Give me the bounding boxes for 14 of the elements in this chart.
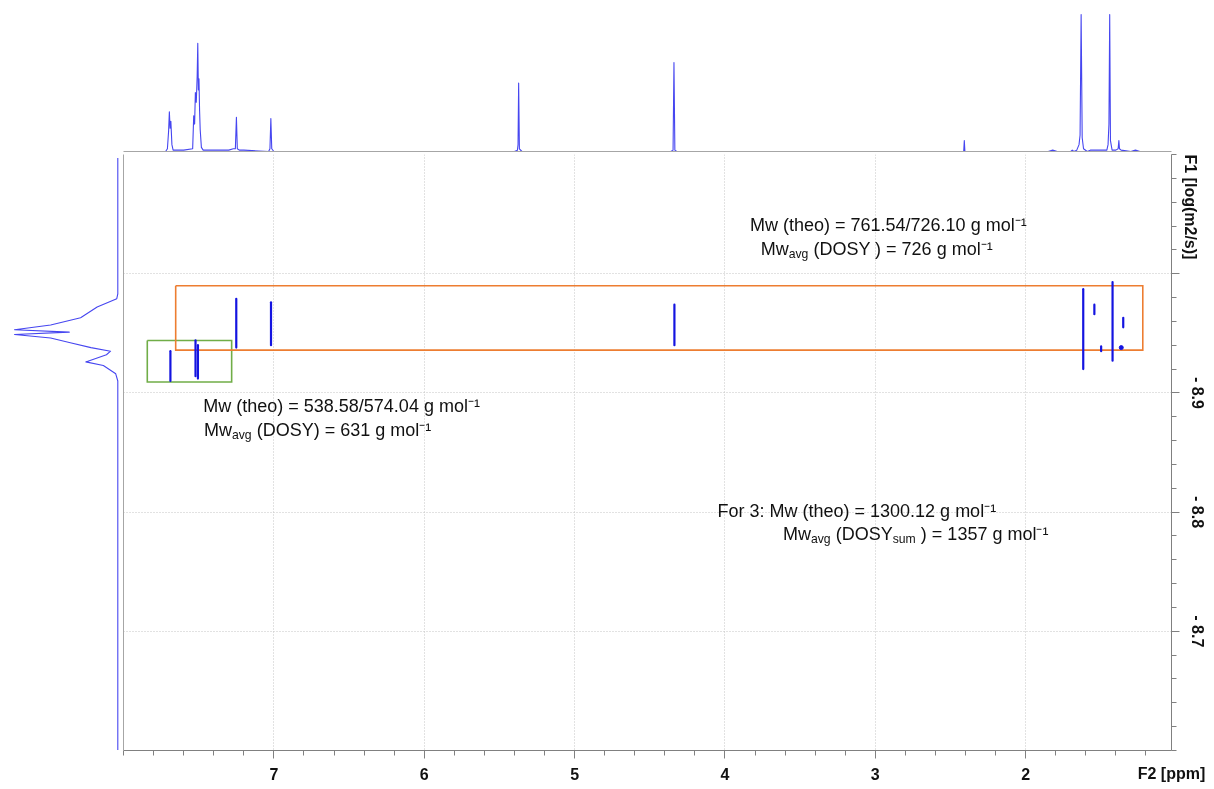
y-axis-title: F1 [log(m2/s)] [1182, 154, 1199, 260]
x-tick-label: 6 [419, 765, 429, 783]
annotation: Mw (theo) = 761.54/726.10 g mol⁻¹ [749, 214, 1027, 235]
y-tick-label: - 8.8 [1188, 496, 1206, 529]
x-tick-label: 3 [870, 765, 880, 783]
x-axis-title: F2 [ppm] [1137, 764, 1206, 782]
x-tick-label: 5 [570, 765, 580, 783]
annotation: Mw (theo) = 538.58/574.04 g mol⁻¹ [203, 396, 480, 417]
x-tick-label: 2 [1021, 765, 1031, 783]
annotation: For 3: Mw (theo) = 1300.12 g mol⁻¹ [717, 500, 997, 521]
x-tick-label: 4 [720, 765, 730, 783]
x-tick-label: 7 [269, 765, 279, 783]
y-tick-label: - 8.9 [1188, 376, 1206, 410]
y-tick-label: - 8.7 [1188, 615, 1206, 648]
